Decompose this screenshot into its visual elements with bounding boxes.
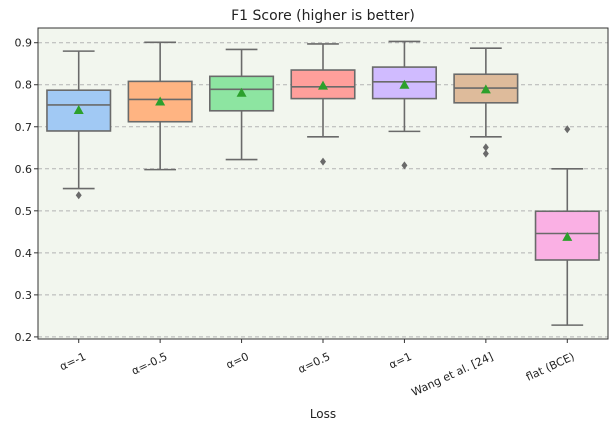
mean-marker (399, 79, 410, 89)
x-tick-label: α=0.5 (296, 350, 332, 376)
y-tick-label: 0.9 (15, 37, 33, 50)
y-tick-label: 0.7 (15, 121, 33, 134)
box-group (453, 47, 519, 158)
mean-marker (236, 87, 247, 97)
box-group (46, 50, 112, 200)
mean-marker (318, 80, 328, 90)
mean-marker (562, 231, 573, 241)
box-group (209, 48, 275, 161)
box-group (371, 40, 437, 170)
outlier-point (401, 161, 408, 170)
x-axis-label: Loss (310, 407, 336, 421)
box-group (534, 125, 600, 326)
y-tick-label: 0.4 (15, 247, 33, 260)
y-tick-layer: 0.2 0.3 0.4 0.5 0.6 0.7 0.8 0.9 (15, 37, 38, 344)
x-tick-label: flat (BCE) (524, 350, 577, 384)
mean-marker (73, 104, 84, 114)
mean-marker (480, 84, 491, 94)
x-tick-label: α=-1 (58, 350, 88, 373)
x-tick-label: Wang et al. [24] (410, 350, 496, 399)
chart-title: F1 Score (higher is better) (231, 8, 415, 24)
outlier-point (320, 157, 326, 166)
box-layer (46, 40, 600, 326)
box-group (290, 43, 356, 166)
x-tick-label: α=1 (387, 350, 414, 372)
mean-marker (155, 96, 166, 106)
y-tick-label: 0.3 (15, 289, 33, 302)
box-iqr (371, 66, 437, 100)
y-tick-label: 0.6 (15, 163, 33, 176)
outlier-point (482, 143, 489, 152)
x-tick-label: α=-0.5 (130, 350, 170, 378)
x-tick-label: α=0 (224, 350, 251, 372)
y-tick-label: 0.8 (15, 79, 33, 92)
y-tick-label: 0.5 (15, 205, 33, 218)
outlier-point (564, 125, 571, 134)
box-group (127, 41, 193, 171)
outlier-point (482, 149, 489, 158)
y-tick-label: 0.2 (15, 331, 33, 344)
outlier-point (75, 191, 82, 200)
